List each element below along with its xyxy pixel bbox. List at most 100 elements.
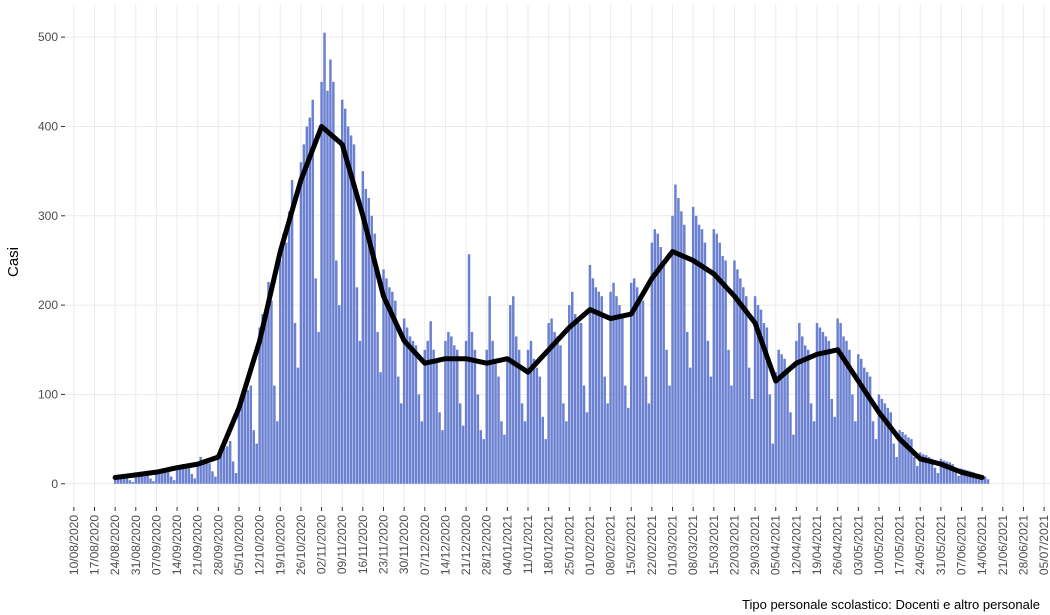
bar — [326, 90, 329, 484]
bar — [550, 318, 553, 484]
bar — [302, 144, 306, 484]
bar — [706, 340, 710, 484]
bar — [340, 99, 344, 484]
bar — [559, 345, 562, 484]
bar — [780, 354, 783, 484]
bar — [945, 461, 949, 484]
bar — [615, 296, 618, 484]
bar — [223, 448, 226, 484]
x-tick-label: 22/02/2021 — [645, 515, 659, 575]
bar — [172, 480, 176, 484]
bar — [535, 367, 539, 484]
bar — [753, 296, 757, 484]
bar — [556, 336, 559, 484]
bar — [671, 215, 674, 484]
bar — [526, 349, 530, 484]
x-tick-label: 18/01/2021 — [542, 515, 556, 575]
bar — [936, 473, 940, 484]
bar — [877, 394, 881, 484]
x-tick-label: 02/11/2020 — [315, 515, 329, 574]
bar — [296, 367, 300, 484]
bar — [913, 456, 916, 484]
bar — [355, 287, 359, 484]
bar — [517, 349, 521, 484]
bar — [402, 318, 406, 484]
x-tick-label: 05/07/2021 — [1037, 515, 1050, 575]
x-tick-label: 07/09/2020 — [149, 515, 163, 575]
bar — [211, 471, 214, 484]
y-tick-label: 500 — [38, 30, 58, 44]
bar — [798, 322, 801, 484]
y-tick-label: 0 — [51, 477, 58, 491]
x-tick-label: 16/11/2020 — [356, 515, 370, 574]
bar — [821, 331, 825, 484]
y-tick-label: 400 — [38, 119, 58, 133]
bar — [697, 224, 701, 484]
bar — [352, 144, 356, 484]
bar — [276, 421, 279, 484]
x-tick-label: 08/03/2021 — [686, 515, 700, 575]
bar — [585, 412, 589, 484]
bar — [712, 229, 716, 484]
y-tick-label: 300 — [38, 209, 58, 223]
bar — [688, 367, 692, 484]
x-tick-label: 14/12/2020 — [438, 515, 452, 575]
bar — [842, 336, 845, 484]
bar — [113, 476, 117, 484]
bar — [924, 455, 928, 484]
bar — [181, 464, 185, 484]
bar — [618, 305, 621, 484]
x-tick-label: 10/08/2020 — [67, 515, 81, 575]
bar — [795, 340, 798, 484]
bar — [411, 340, 415, 484]
bar — [270, 300, 273, 484]
bar — [742, 287, 745, 484]
bar — [367, 197, 370, 484]
bar — [284, 242, 288, 484]
bar — [441, 430, 444, 484]
bar — [824, 336, 828, 484]
bar — [399, 403, 403, 484]
bar — [759, 309, 763, 484]
bar — [621, 314, 624, 484]
bar — [871, 421, 875, 484]
bar — [972, 472, 975, 484]
x-tick-label: 21/09/2020 — [191, 515, 205, 575]
bar — [541, 416, 544, 484]
bar — [364, 189, 368, 484]
bar — [476, 394, 480, 484]
line — [112, 123, 985, 481]
bar — [293, 322, 297, 484]
bar — [453, 345, 456, 484]
bar — [388, 287, 391, 484]
bar — [650, 242, 654, 484]
bar — [812, 421, 816, 484]
y-tick-label: 200 — [38, 298, 58, 312]
bar — [423, 349, 427, 484]
bar — [379, 372, 382, 484]
bar — [385, 278, 388, 484]
bar — [727, 349, 730, 484]
bar — [691, 206, 695, 484]
bar — [565, 421, 568, 484]
bar — [140, 473, 143, 484]
x-tick-label: 19/10/2020 — [273, 515, 287, 575]
bar — [948, 462, 951, 484]
bar — [686, 331, 689, 484]
bar — [927, 456, 931, 484]
bar — [323, 32, 326, 484]
bar — [414, 345, 418, 484]
x-tick-label: 04/01/2021 — [500, 515, 514, 575]
bar — [627, 407, 630, 484]
x-tick-label: 29/03/2021 — [748, 515, 762, 575]
bar — [169, 476, 173, 484]
x-tick-label: 15/03/2021 — [707, 515, 721, 575]
bar — [680, 211, 683, 484]
bar — [662, 260, 665, 484]
bar — [503, 434, 506, 484]
bar — [119, 478, 123, 484]
bar — [880, 398, 884, 484]
bar — [939, 458, 943, 484]
bar — [904, 434, 907, 484]
bar — [677, 197, 680, 484]
